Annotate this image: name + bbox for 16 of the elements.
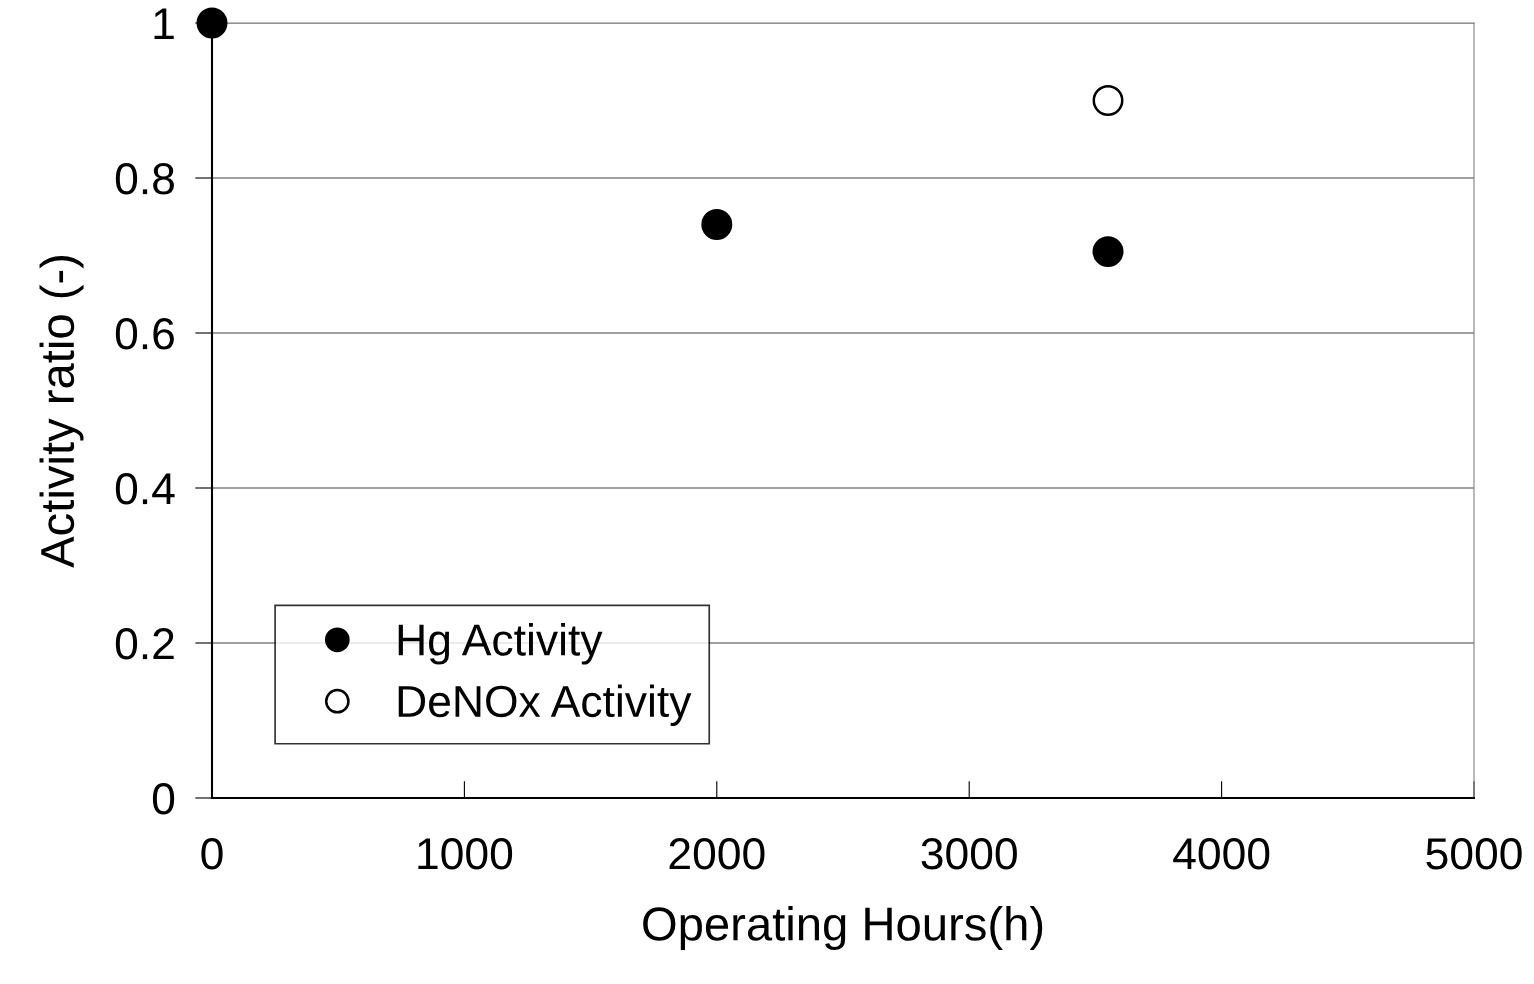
y-tick-label: 0.8 <box>115 163 174 195</box>
y-tick-label: 1 <box>154 8 174 40</box>
x-tick-label: 5000 <box>1426 838 1522 870</box>
y-tick-label: 0.6 <box>115 318 174 350</box>
x-tick-label: 1000 <box>418 838 513 870</box>
y-tick-label: 0.2 <box>115 628 174 660</box>
y-tick-label: 0.4 <box>115 473 175 505</box>
x-tick-label: 4000 <box>1173 838 1270 870</box>
x-tick-label: 0 <box>201 838 223 870</box>
y-axis-title: Activity ratio (-) <box>39 256 84 568</box>
x-axis-title: Operating Hours(h) <box>643 906 1043 951</box>
legend-label: Hg Activity <box>398 623 603 665</box>
x-tick-label: 2000 <box>669 838 765 870</box>
legend-label: DeNOx Activity <box>398 684 692 726</box>
x-tick-label: 3000 <box>921 838 1017 870</box>
y-tick-label: 0 <box>152 783 175 815</box>
